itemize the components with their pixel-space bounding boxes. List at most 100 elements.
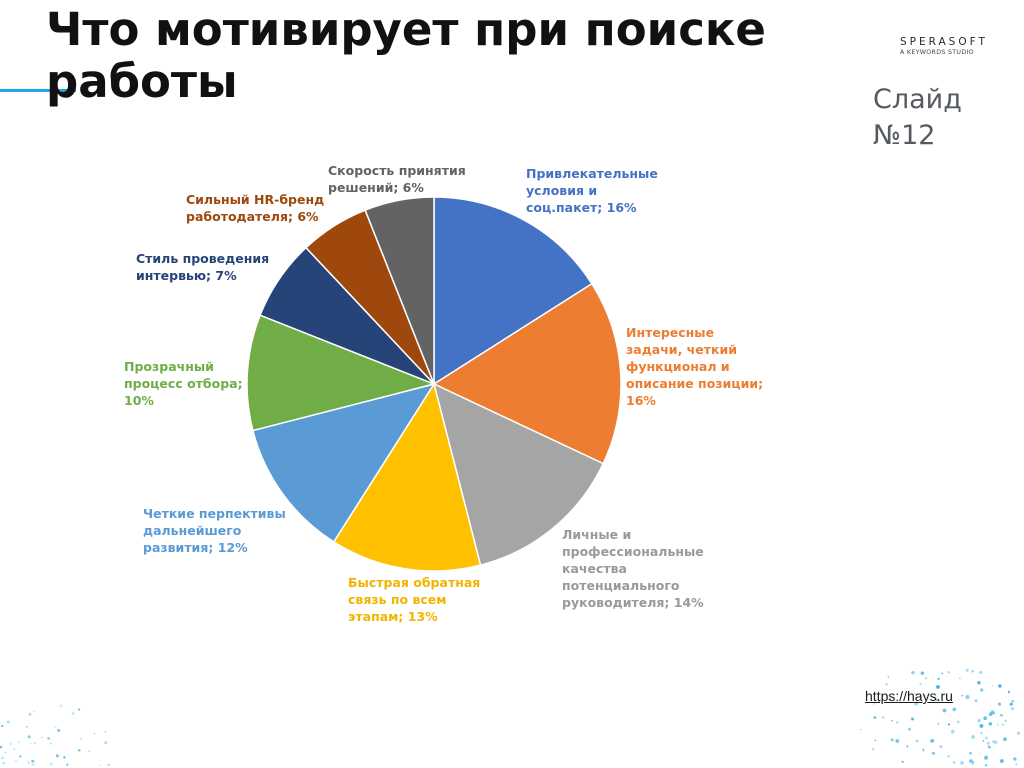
decor-dot [979,670,983,674]
decor-dot [104,731,107,733]
decor-dot [59,704,63,707]
decor-dot [28,762,31,765]
pie-slice-5 [251,382,436,543]
slice-label-8: Сильный HR-бренд работодателя; 6% [186,192,324,224]
decor-dot [998,684,1002,688]
decor-dot [77,748,81,752]
decor-dot [993,740,998,744]
slice-label-line: Быстрая обратная [348,575,480,590]
decor-dot [18,755,22,758]
pie-slice-2 [432,282,622,465]
decor-dot [1003,737,1007,742]
decor-dot [27,760,30,763]
slice-label-line: 10% [124,393,154,408]
decor-dot [983,716,988,721]
decor-dot [891,719,893,722]
decor-dot [0,745,3,749]
decor-dot [1015,763,1018,766]
decor-dot [1013,757,1017,761]
decor-dot [31,763,34,766]
pie-slice-1 [433,196,593,386]
decor-dot [71,712,75,715]
decor-dot [896,721,899,724]
decor-dot [27,735,31,739]
slice-label-line: этапам; 13% [348,609,438,624]
decor-dot [977,681,981,685]
decor-dot [992,740,996,744]
slice-label-line: интервью; 7% [136,268,237,283]
decor-dot [99,764,101,767]
slice-label-line: описание позиции; [626,376,763,391]
slice-label-line: руководителя; 14% [562,595,704,610]
decor-dot [936,684,940,689]
slice-label-6: Прозрачный процесс отбора; 10% [124,359,243,408]
decor-dot [906,745,909,748]
slice-label-line: потенциального [562,578,680,593]
decor-dot [971,735,975,739]
slice-label-line: 16% [626,393,656,408]
decor-dot [988,712,993,717]
decor-dot [80,737,83,740]
slice-label-line: профессиональные [562,544,704,559]
decor-dot [33,710,36,713]
decor-dot [888,697,892,701]
decor-dot [55,754,59,758]
decor-dot [987,745,991,749]
decor-dot [41,736,43,738]
decor-dot [77,708,81,711]
slice-label-line: процесс отбора; [124,376,243,391]
decor-dot [1009,702,1013,706]
slice-label-line: решений; 6% [328,180,424,195]
slice-label-5: Четкие перпективы дальнейшего развития; 12… [143,506,286,555]
decor-dot [4,751,7,754]
decor-dot [873,716,877,719]
decor-dot [25,725,28,728]
slice-label-line: Интересные [626,325,714,340]
decor-dot [984,763,988,767]
decor-dot [874,739,877,742]
decor-dot [937,722,940,725]
decor-dot [997,723,999,726]
slice-label-line: функционал и [626,359,730,374]
decor-dot [984,736,988,740]
decor-dot [958,677,961,680]
decor-dot [885,683,888,686]
decor-dot [965,695,970,699]
decor-dot [66,763,69,766]
decor-dot [911,717,914,721]
decor-dot [920,671,925,675]
decor-dot [969,752,972,755]
decor-dot [17,741,20,743]
logo-sub-text: A KEYWORDS STUDIO [900,49,974,56]
decor-dot [992,685,994,688]
decor-dot [859,728,862,731]
source-link[interactable]: https://hays.ru [865,688,953,704]
decor-dot [895,739,900,743]
slice-label-line: задачи, четкий [626,342,737,357]
pie-slice-6 [246,314,437,432]
decor-dot [872,748,875,751]
decor-dot [878,700,881,703]
decor-dot [919,683,922,686]
slice-label-line: развития; 12% [143,540,248,555]
decor-dot [1,724,4,728]
slide-title: Что мотивирует при поиске работы [46,3,766,108]
decor-dot [916,739,919,743]
pie-slice-9 [364,196,435,385]
decor-dot [1002,723,1005,726]
decor-dot [911,670,915,675]
decor-dot [972,763,974,765]
slice-label-line: Сильный HR-бренд [186,192,324,207]
decor-dot [1011,699,1015,703]
decor-dot [979,723,984,728]
decor-dot [887,675,890,678]
decor-dot [922,749,925,752]
decor-dot [969,759,973,763]
decor-dot [925,677,927,680]
decor-dot [30,742,32,745]
decor-dot [952,761,956,764]
decor-dot [49,742,52,745]
decor-dot [978,752,981,755]
decor-dot [939,745,943,749]
